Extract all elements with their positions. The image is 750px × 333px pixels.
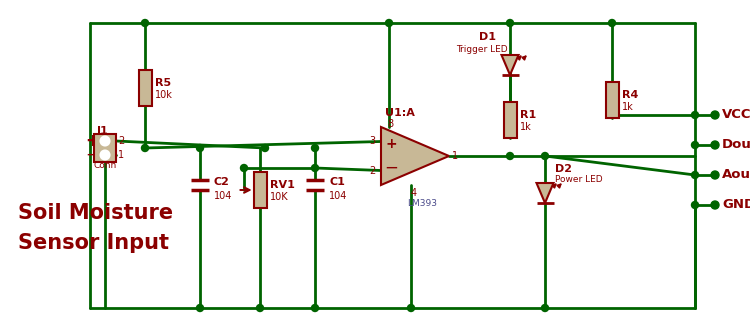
Bar bbox=[254, 172, 266, 208]
Text: RV1: RV1 bbox=[270, 180, 295, 190]
Text: Conn: Conn bbox=[93, 162, 117, 170]
Text: 104: 104 bbox=[214, 191, 232, 201]
Text: 10K: 10K bbox=[270, 192, 289, 202]
Circle shape bbox=[692, 201, 698, 208]
Circle shape bbox=[692, 171, 698, 178]
Circle shape bbox=[100, 137, 109, 146]
Text: +: + bbox=[85, 132, 99, 150]
Text: D1: D1 bbox=[479, 32, 496, 42]
Circle shape bbox=[608, 20, 616, 27]
Circle shape bbox=[711, 201, 719, 209]
Text: J1: J1 bbox=[97, 126, 109, 136]
Text: 1: 1 bbox=[118, 150, 124, 160]
Text: 8: 8 bbox=[387, 119, 393, 129]
Bar bbox=[503, 102, 517, 138]
Text: 3: 3 bbox=[369, 137, 375, 147]
Circle shape bbox=[542, 304, 548, 311]
Polygon shape bbox=[381, 127, 449, 185]
Circle shape bbox=[142, 20, 148, 27]
Circle shape bbox=[142, 145, 148, 152]
Bar bbox=[605, 82, 619, 118]
Text: 104: 104 bbox=[329, 191, 347, 201]
Circle shape bbox=[692, 112, 698, 119]
Polygon shape bbox=[536, 183, 554, 203]
Circle shape bbox=[711, 111, 719, 119]
Text: R1: R1 bbox=[520, 110, 536, 120]
Bar bbox=[94, 134, 116, 162]
Circle shape bbox=[542, 153, 548, 160]
Text: 1: 1 bbox=[452, 151, 458, 161]
Circle shape bbox=[711, 141, 719, 149]
Circle shape bbox=[262, 145, 268, 152]
Text: Dout: Dout bbox=[722, 139, 750, 152]
Circle shape bbox=[386, 20, 392, 27]
Text: −: − bbox=[85, 146, 99, 164]
Text: Trigger LED: Trigger LED bbox=[456, 45, 508, 54]
Circle shape bbox=[196, 145, 203, 152]
Text: U1:A: U1:A bbox=[385, 108, 415, 118]
Text: R4: R4 bbox=[622, 90, 638, 100]
Text: 1k: 1k bbox=[622, 102, 634, 112]
Text: VCC: VCC bbox=[722, 109, 750, 122]
Text: 1k: 1k bbox=[520, 122, 532, 132]
Text: Power LED: Power LED bbox=[555, 174, 603, 183]
Circle shape bbox=[196, 304, 203, 311]
Circle shape bbox=[506, 20, 514, 27]
Text: 10k: 10k bbox=[155, 90, 172, 100]
Text: Sensor Input: Sensor Input bbox=[18, 233, 169, 253]
Text: 4: 4 bbox=[411, 188, 417, 198]
Text: GND: GND bbox=[722, 198, 750, 211]
Text: C2: C2 bbox=[214, 177, 230, 187]
Text: Aout: Aout bbox=[722, 168, 750, 181]
Text: D2: D2 bbox=[555, 164, 572, 174]
Text: LM393: LM393 bbox=[407, 198, 437, 207]
Circle shape bbox=[407, 304, 415, 311]
Text: C1: C1 bbox=[329, 177, 345, 187]
Circle shape bbox=[711, 171, 719, 179]
Text: 2: 2 bbox=[118, 136, 124, 146]
Text: Soil Moisture: Soil Moisture bbox=[18, 203, 173, 223]
Circle shape bbox=[311, 304, 319, 311]
Circle shape bbox=[256, 304, 263, 311]
Text: −: − bbox=[384, 159, 398, 176]
Circle shape bbox=[311, 145, 319, 152]
Text: 2: 2 bbox=[369, 166, 375, 175]
Circle shape bbox=[100, 151, 109, 160]
Text: R5: R5 bbox=[155, 78, 171, 88]
Circle shape bbox=[506, 153, 514, 160]
Circle shape bbox=[692, 142, 698, 149]
Circle shape bbox=[241, 165, 248, 171]
Text: +: + bbox=[386, 138, 397, 152]
Bar bbox=[139, 70, 152, 106]
Circle shape bbox=[311, 165, 319, 171]
Polygon shape bbox=[502, 55, 518, 75]
